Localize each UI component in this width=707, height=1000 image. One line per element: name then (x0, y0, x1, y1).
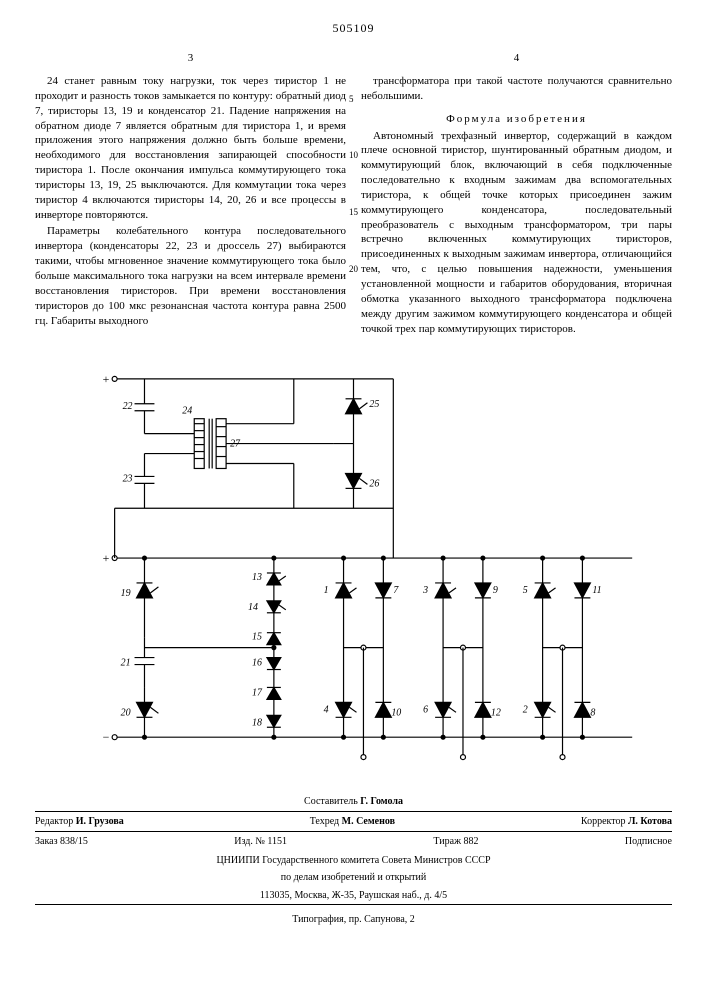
formula-title: Формула изобретения (361, 112, 672, 127)
svg-text:2: 2 (523, 705, 528, 716)
composer-line: Составитель Г. Гомола (35, 793, 672, 811)
circuit-diagram: + 22 23 24 2 7 (35, 358, 672, 778)
svg-text:20: 20 (121, 708, 131, 719)
svg-text:14: 14 (248, 602, 258, 613)
svg-text:22: 22 (123, 401, 133, 412)
page-num-left: 3 (35, 51, 346, 66)
org2: по делам изобретений и открытий (35, 869, 672, 887)
left-p1: 24 станет равным току нагрузки, ток чере… (35, 74, 346, 222)
svg-text:12: 12 (491, 708, 501, 719)
svg-text:+: + (103, 372, 110, 386)
svg-text:6: 6 (423, 705, 428, 716)
order: Заказ 838/15 (35, 835, 88, 849)
izd: Изд. № 1151 (234, 835, 287, 849)
svg-text:10: 10 (391, 708, 401, 719)
svg-text:8: 8 (590, 708, 595, 719)
line-marker: 15 (349, 206, 358, 218)
text-columns: 3 24 станет равным току нагрузки, ток че… (35, 51, 672, 338)
svg-text:24: 24 (182, 406, 192, 417)
patent-number: 505109 (35, 20, 672, 36)
page-num-right: 4 (361, 51, 672, 66)
left-p2: Параметры колебательного контура последо… (35, 224, 346, 328)
left-column: 3 24 станет равным току нагрузки, ток че… (35, 51, 346, 338)
org1: ЦНИИПИ Государственного комитета Совета … (35, 852, 672, 870)
svg-text:15: 15 (252, 632, 262, 643)
svg-text:18: 18 (252, 718, 262, 729)
typography: Типография, пр. Сапунова, 2 (35, 913, 672, 927)
svg-text:7: 7 (393, 585, 399, 596)
addr: 113035, Москва, Ж-35, Раушская наб., д. … (35, 887, 672, 905)
svg-text:17: 17 (252, 688, 263, 699)
svg-text:9: 9 (493, 585, 498, 596)
line-marker: 20 (349, 263, 358, 275)
tirazh: Тираж 882 (433, 835, 478, 849)
svg-text:23: 23 (123, 474, 133, 485)
line-marker: 5 (349, 93, 354, 105)
svg-text:25: 25 (369, 399, 379, 410)
svg-text:5: 5 (523, 585, 528, 596)
svg-text:11: 11 (592, 585, 601, 596)
svg-text:4: 4 (324, 705, 329, 716)
svg-text:1: 1 (324, 585, 329, 596)
right-p1: трансформатора при такой частоте получаю… (361, 74, 672, 104)
footer: Составитель Г. Гомола Редактор И. Грузов… (35, 793, 672, 927)
corrector: Корректор Л. Котова (581, 815, 672, 829)
line-marker: 10 (349, 149, 358, 161)
svg-text:19: 19 (121, 588, 131, 599)
svg-text:26: 26 (369, 479, 379, 490)
svg-text:16: 16 (252, 658, 262, 669)
techred: Техред М. Семенов (310, 815, 395, 829)
credits-table: Редактор И. Грузова Техред М. Семенов Ко… (35, 811, 672, 906)
circuit-svg: + 22 23 24 2 7 (35, 358, 672, 778)
svg-text:+: + (103, 551, 110, 565)
svg-text:−: − (103, 731, 110, 745)
right-column: 4 5 10 15 20 трансформатора при такой ча… (361, 51, 672, 338)
right-p2: Автономный трехфазный инвертор, содержащ… (361, 129, 672, 337)
editor: Редактор И. Грузова (35, 815, 124, 829)
svg-text:13: 13 (252, 572, 262, 583)
sub: Подписное (625, 835, 672, 849)
svg-text:3: 3 (422, 585, 428, 596)
svg-text:21: 21 (121, 658, 131, 669)
